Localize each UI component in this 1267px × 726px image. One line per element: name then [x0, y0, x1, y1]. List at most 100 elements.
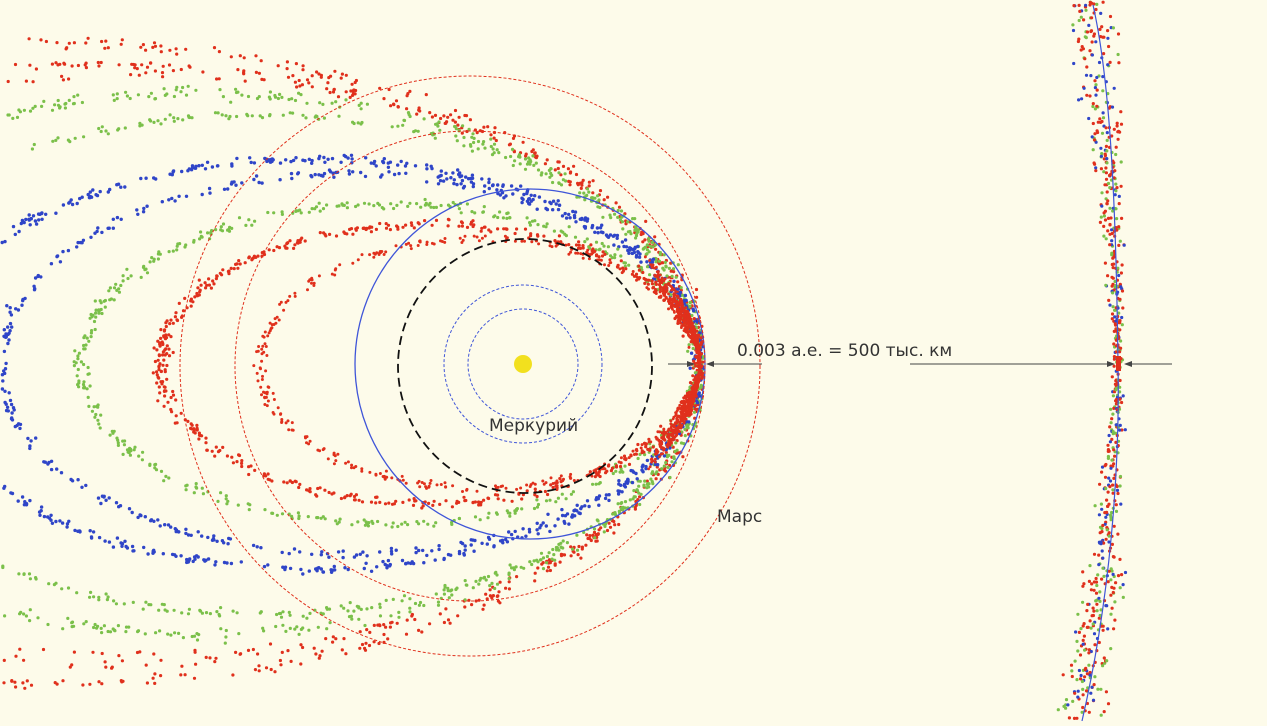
particle — [112, 298, 116, 302]
particle — [229, 266, 233, 270]
particle — [382, 207, 386, 211]
particle — [394, 244, 398, 248]
particle — [392, 103, 396, 107]
particle — [434, 122, 438, 126]
particle — [607, 498, 611, 503]
particle — [3, 614, 7, 618]
particle — [389, 614, 393, 618]
particle — [323, 160, 327, 164]
particle — [200, 486, 204, 490]
particle — [106, 226, 110, 230]
particle — [169, 318, 173, 322]
particle — [634, 452, 638, 456]
particle — [28, 498, 32, 503]
particle — [551, 180, 555, 185]
particle — [432, 205, 436, 210]
particle — [354, 228, 358, 232]
particle — [515, 227, 519, 231]
particle — [474, 579, 478, 584]
particle — [122, 443, 126, 447]
particle — [672, 295, 676, 299]
particle — [455, 586, 459, 590]
particle — [638, 252, 642, 256]
particle — [461, 186, 466, 190]
particle — [253, 668, 257, 672]
particle — [679, 286, 683, 290]
particle — [647, 467, 650, 471]
particle — [89, 535, 94, 539]
particle — [120, 38, 124, 42]
particle — [138, 513, 142, 517]
particle — [214, 277, 218, 281]
particle — [697, 391, 701, 395]
particle — [340, 72, 344, 76]
particle — [316, 516, 320, 520]
particle — [412, 497, 416, 501]
particle — [136, 515, 140, 520]
particle — [1100, 549, 1104, 553]
particle — [33, 104, 37, 108]
particle — [600, 254, 605, 258]
particle — [434, 218, 439, 222]
particle — [498, 210, 502, 214]
particle — [148, 260, 152, 264]
particle — [326, 457, 330, 461]
particle — [8, 321, 13, 326]
particle — [622, 482, 627, 487]
particle — [446, 217, 450, 221]
particle — [212, 282, 216, 286]
particle — [290, 480, 294, 485]
particle — [51, 139, 55, 143]
particle — [633, 507, 638, 511]
particle — [425, 180, 429, 184]
particle — [66, 616, 70, 621]
particle — [119, 679, 123, 683]
particle — [297, 485, 301, 490]
particle — [689, 320, 693, 324]
particle — [443, 481, 447, 485]
particle — [49, 262, 54, 266]
particle — [256, 349, 260, 353]
particle — [162, 404, 166, 408]
particle — [31, 106, 35, 110]
particle — [343, 566, 347, 570]
particle — [278, 658, 282, 663]
particle — [472, 136, 476, 140]
particle — [264, 666, 269, 670]
particle — [655, 470, 659, 474]
particle — [417, 479, 421, 483]
particle — [594, 497, 598, 502]
particle — [199, 230, 203, 234]
particle — [583, 198, 587, 202]
particle — [674, 441, 678, 445]
particle — [238, 54, 242, 58]
particle — [112, 599, 116, 603]
particle — [518, 155, 522, 159]
particle — [678, 430, 681, 433]
particle — [541, 479, 545, 483]
particle — [682, 307, 686, 310]
particle — [189, 304, 193, 308]
particle — [636, 228, 640, 232]
particle — [434, 521, 438, 525]
particle — [300, 83, 304, 87]
particle — [484, 592, 488, 596]
particle — [268, 478, 272, 482]
particle — [640, 468, 644, 472]
particle — [401, 123, 405, 127]
particle — [2, 328, 6, 332]
particle — [637, 268, 642, 272]
particle — [622, 244, 626, 249]
particle — [80, 241, 84, 245]
particle — [498, 580, 502, 584]
particle — [549, 483, 553, 487]
particle — [440, 240, 444, 243]
particle — [1104, 283, 1108, 287]
particle — [647, 239, 651, 243]
particle — [489, 137, 493, 141]
particle — [602, 244, 606, 248]
particle — [1107, 44, 1111, 49]
particle — [313, 172, 317, 177]
particle — [488, 584, 492, 588]
particle — [439, 169, 443, 173]
